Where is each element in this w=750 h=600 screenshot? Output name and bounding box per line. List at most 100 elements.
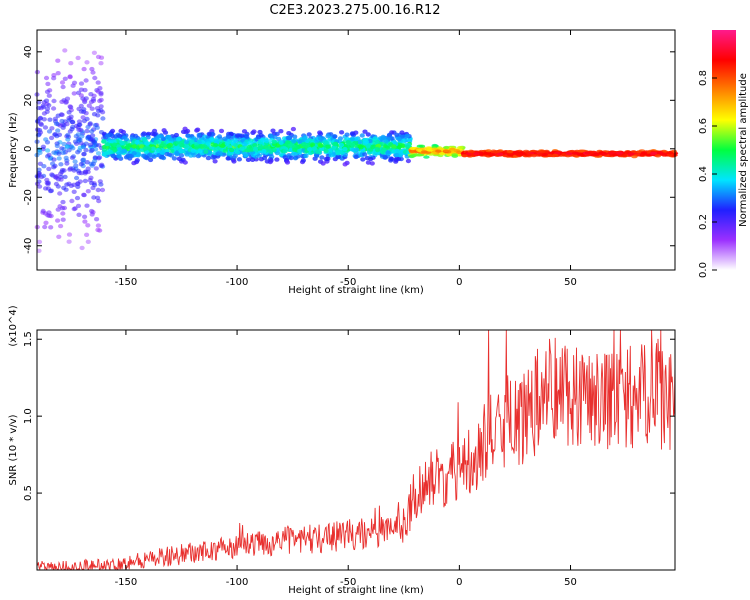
spectrogram-cell bbox=[82, 98, 88, 103]
spectrogram-cell bbox=[52, 132, 59, 137]
spectrogram-cell bbox=[71, 182, 77, 187]
spectrogram-cell bbox=[457, 145, 464, 150]
spectrogram-cell bbox=[87, 142, 93, 148]
spectrogram-cell bbox=[79, 245, 85, 251]
spectrogram-cell bbox=[78, 103, 84, 109]
spectrogram-cell bbox=[89, 212, 95, 217]
spectrogram-cell bbox=[222, 136, 228, 141]
spectrogram-cell bbox=[58, 162, 64, 167]
spectrogram-cell bbox=[104, 141, 110, 147]
spectrogram-cell bbox=[593, 153, 600, 157]
spectrogram-cell bbox=[274, 157, 280, 162]
spectrogram-cell bbox=[82, 171, 88, 176]
spectrogram-cell bbox=[93, 166, 99, 171]
x-tick-label: -50 bbox=[340, 277, 356, 288]
x-tick-label: -150 bbox=[115, 577, 138, 588]
spectrogram-cell bbox=[59, 112, 65, 118]
spectrogram-cell bbox=[318, 143, 324, 148]
spectrogram-cell bbox=[252, 143, 258, 148]
spectrogram-cell bbox=[83, 141, 89, 146]
snr-series-line bbox=[36, 329, 676, 571]
spectrogram-cell bbox=[95, 195, 101, 200]
spectrogram-cell bbox=[346, 141, 352, 146]
spectrogram-cell bbox=[56, 151, 62, 156]
spectrogram-cell bbox=[46, 152, 52, 158]
spectrogram-cell bbox=[95, 113, 101, 118]
spectrogram-cell bbox=[365, 132, 371, 137]
spectrogram-cell bbox=[64, 144, 71, 149]
spectrogram-cell bbox=[72, 206, 78, 211]
spectrogram-cell bbox=[205, 141, 211, 146]
spectrogram-cell bbox=[36, 239, 43, 245]
spectrogram-cell bbox=[74, 175, 80, 181]
spectrogram-cell bbox=[319, 155, 325, 160]
spectrogram-cell bbox=[357, 139, 363, 145]
spectrogram-cell bbox=[616, 151, 623, 155]
y-tick-label: -40 bbox=[23, 238, 34, 254]
spectrogram-cell bbox=[65, 137, 71, 142]
spectrogram-cell bbox=[100, 110, 106, 115]
spectrogram-cell bbox=[71, 189, 77, 194]
spectrogram-cell bbox=[153, 139, 159, 145]
spectrogram-cell bbox=[43, 186, 49, 191]
colorbar-tick-label: 0.8 bbox=[698, 70, 709, 86]
spectrogram-cell bbox=[354, 147, 360, 152]
colorbar-ticks: 0.0 0.2 0.4 0.6 0.8 bbox=[698, 70, 717, 278]
spectrogram-cell bbox=[55, 113, 61, 118]
spectrogram-cell bbox=[507, 150, 514, 154]
spectrogram-cell bbox=[92, 123, 98, 128]
spectrogram-cell bbox=[92, 182, 98, 188]
spectrogram-cell bbox=[75, 181, 81, 186]
spectrogram-cell bbox=[164, 151, 170, 157]
spectrogram-cell bbox=[203, 149, 209, 154]
spectrogram-cell bbox=[41, 164, 47, 169]
spectrogram-cell bbox=[72, 139, 79, 144]
spectrogram-cell bbox=[55, 58, 61, 63]
spectrogram-cell bbox=[241, 141, 248, 147]
spectrogram-cell bbox=[494, 150, 501, 154]
spectrogram-cell bbox=[144, 155, 150, 161]
spectrogram-cell bbox=[45, 81, 51, 87]
spectrogram-cell bbox=[48, 213, 54, 219]
spectrogram-cell bbox=[133, 133, 139, 139]
spectrogram-cell bbox=[85, 223, 91, 228]
spectrogram-cell bbox=[243, 152, 249, 158]
spectrogram-cell bbox=[64, 121, 70, 127]
spectrogram-cell bbox=[89, 106, 95, 111]
spectrogram-cell bbox=[218, 128, 225, 134]
spectrogram-cell bbox=[393, 159, 399, 164]
spectrogram-cell bbox=[119, 140, 125, 146]
spectrogram-cell bbox=[290, 126, 296, 132]
spectrogram-cell bbox=[339, 130, 345, 135]
spectrogram-cell bbox=[237, 137, 243, 143]
spectrogram-cell bbox=[89, 129, 95, 134]
spectrogram-cell bbox=[80, 144, 86, 150]
spectrogram-cell bbox=[650, 151, 658, 155]
spectrogram-cell bbox=[77, 137, 83, 143]
spectrogram-cell bbox=[91, 195, 97, 200]
spectrogram-cell bbox=[362, 152, 368, 157]
spectrogram-xlabel: Height of straight line (km) bbox=[288, 285, 424, 296]
spectrogram-cell bbox=[67, 104, 73, 109]
x-tick-label: -100 bbox=[226, 277, 249, 288]
spectrogram-cell bbox=[176, 156, 182, 161]
spectrogram-cell bbox=[95, 223, 101, 228]
spectrogram-cell bbox=[189, 139, 195, 144]
spectrogram-cell bbox=[66, 181, 72, 186]
spectrogram-cell bbox=[461, 154, 468, 158]
y-tick-label: -20 bbox=[23, 189, 34, 205]
spectrogram-cell bbox=[396, 136, 402, 142]
spectrogram-cell bbox=[46, 93, 52, 98]
spectrogram-cell bbox=[36, 167, 42, 172]
spectrogram-cell bbox=[63, 155, 69, 161]
spectrogram-cell bbox=[113, 134, 119, 139]
spectrogram-cell bbox=[99, 187, 106, 193]
spectrogram-cell bbox=[60, 211, 66, 216]
spectrogram-cell bbox=[88, 99, 94, 105]
spectrogram-cell bbox=[302, 136, 308, 141]
spectrogram-cell bbox=[362, 129, 368, 134]
spectrogram-cell bbox=[271, 147, 277, 153]
spectrogram-cell bbox=[261, 155, 268, 161]
spectrogram-cell bbox=[64, 161, 70, 166]
spectrogram-cell bbox=[256, 153, 262, 158]
